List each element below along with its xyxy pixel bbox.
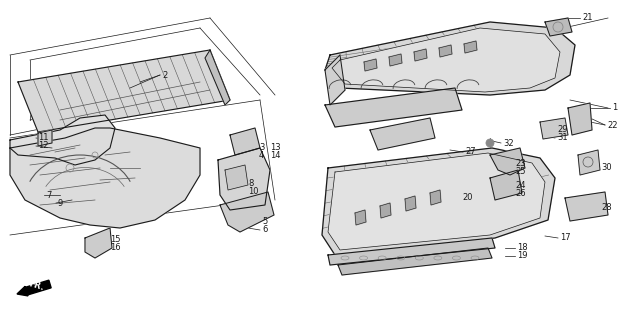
Polygon shape (325, 22, 575, 95)
Text: 16: 16 (110, 244, 120, 252)
Text: 29: 29 (557, 126, 568, 135)
Polygon shape (325, 55, 345, 105)
Polygon shape (10, 128, 200, 228)
Polygon shape (218, 148, 270, 210)
Text: 13: 13 (270, 143, 280, 153)
Polygon shape (328, 153, 545, 250)
Polygon shape (370, 118, 435, 150)
Text: 3: 3 (259, 143, 264, 153)
Text: 32: 32 (503, 139, 514, 148)
Text: 7: 7 (46, 190, 51, 199)
FancyArrow shape (17, 280, 51, 296)
Polygon shape (464, 41, 477, 53)
Text: 10: 10 (248, 186, 259, 196)
Text: 12: 12 (38, 142, 49, 150)
Text: 31: 31 (557, 134, 568, 142)
Polygon shape (322, 148, 555, 255)
Polygon shape (205, 50, 230, 105)
Text: 22: 22 (607, 121, 618, 129)
Text: 8: 8 (248, 178, 253, 188)
Polygon shape (568, 103, 592, 135)
Polygon shape (565, 192, 608, 221)
Text: 18: 18 (517, 244, 527, 252)
Text: 2: 2 (162, 71, 167, 80)
Text: 15: 15 (110, 236, 120, 245)
Polygon shape (220, 192, 274, 232)
Polygon shape (439, 45, 452, 57)
Text: 21: 21 (582, 13, 593, 23)
Polygon shape (578, 150, 600, 175)
Text: 28: 28 (601, 204, 612, 212)
Polygon shape (380, 203, 391, 218)
Text: 26: 26 (515, 189, 525, 197)
Polygon shape (414, 49, 427, 61)
Polygon shape (10, 115, 115, 165)
Polygon shape (490, 170, 522, 200)
Text: 5: 5 (262, 218, 268, 226)
Polygon shape (325, 88, 462, 127)
Polygon shape (540, 118, 568, 139)
Circle shape (486, 139, 494, 147)
Text: 4: 4 (259, 151, 264, 161)
Text: 19: 19 (517, 252, 527, 260)
Polygon shape (85, 228, 112, 258)
Polygon shape (389, 54, 402, 66)
Polygon shape (338, 248, 492, 275)
Text: 17: 17 (560, 233, 571, 243)
Text: 25: 25 (515, 167, 525, 176)
Polygon shape (364, 59, 377, 71)
Polygon shape (328, 238, 495, 265)
Polygon shape (18, 50, 230, 132)
Polygon shape (355, 210, 366, 225)
Text: 30: 30 (601, 163, 612, 172)
Text: 11: 11 (38, 134, 49, 142)
Polygon shape (430, 190, 441, 205)
Text: 9: 9 (58, 198, 63, 208)
Polygon shape (230, 128, 260, 155)
Polygon shape (225, 165, 248, 190)
Text: 1: 1 (612, 103, 617, 113)
Polygon shape (405, 196, 416, 211)
Text: 6: 6 (262, 225, 268, 234)
Text: 20: 20 (462, 193, 472, 203)
Polygon shape (38, 130, 52, 146)
Polygon shape (332, 28, 560, 92)
Text: 23: 23 (515, 158, 525, 168)
Text: 24: 24 (515, 181, 525, 190)
Polygon shape (490, 148, 525, 175)
Text: FR.: FR. (28, 280, 45, 293)
Polygon shape (545, 18, 572, 36)
Text: 27: 27 (465, 148, 476, 156)
Text: 14: 14 (270, 151, 280, 161)
